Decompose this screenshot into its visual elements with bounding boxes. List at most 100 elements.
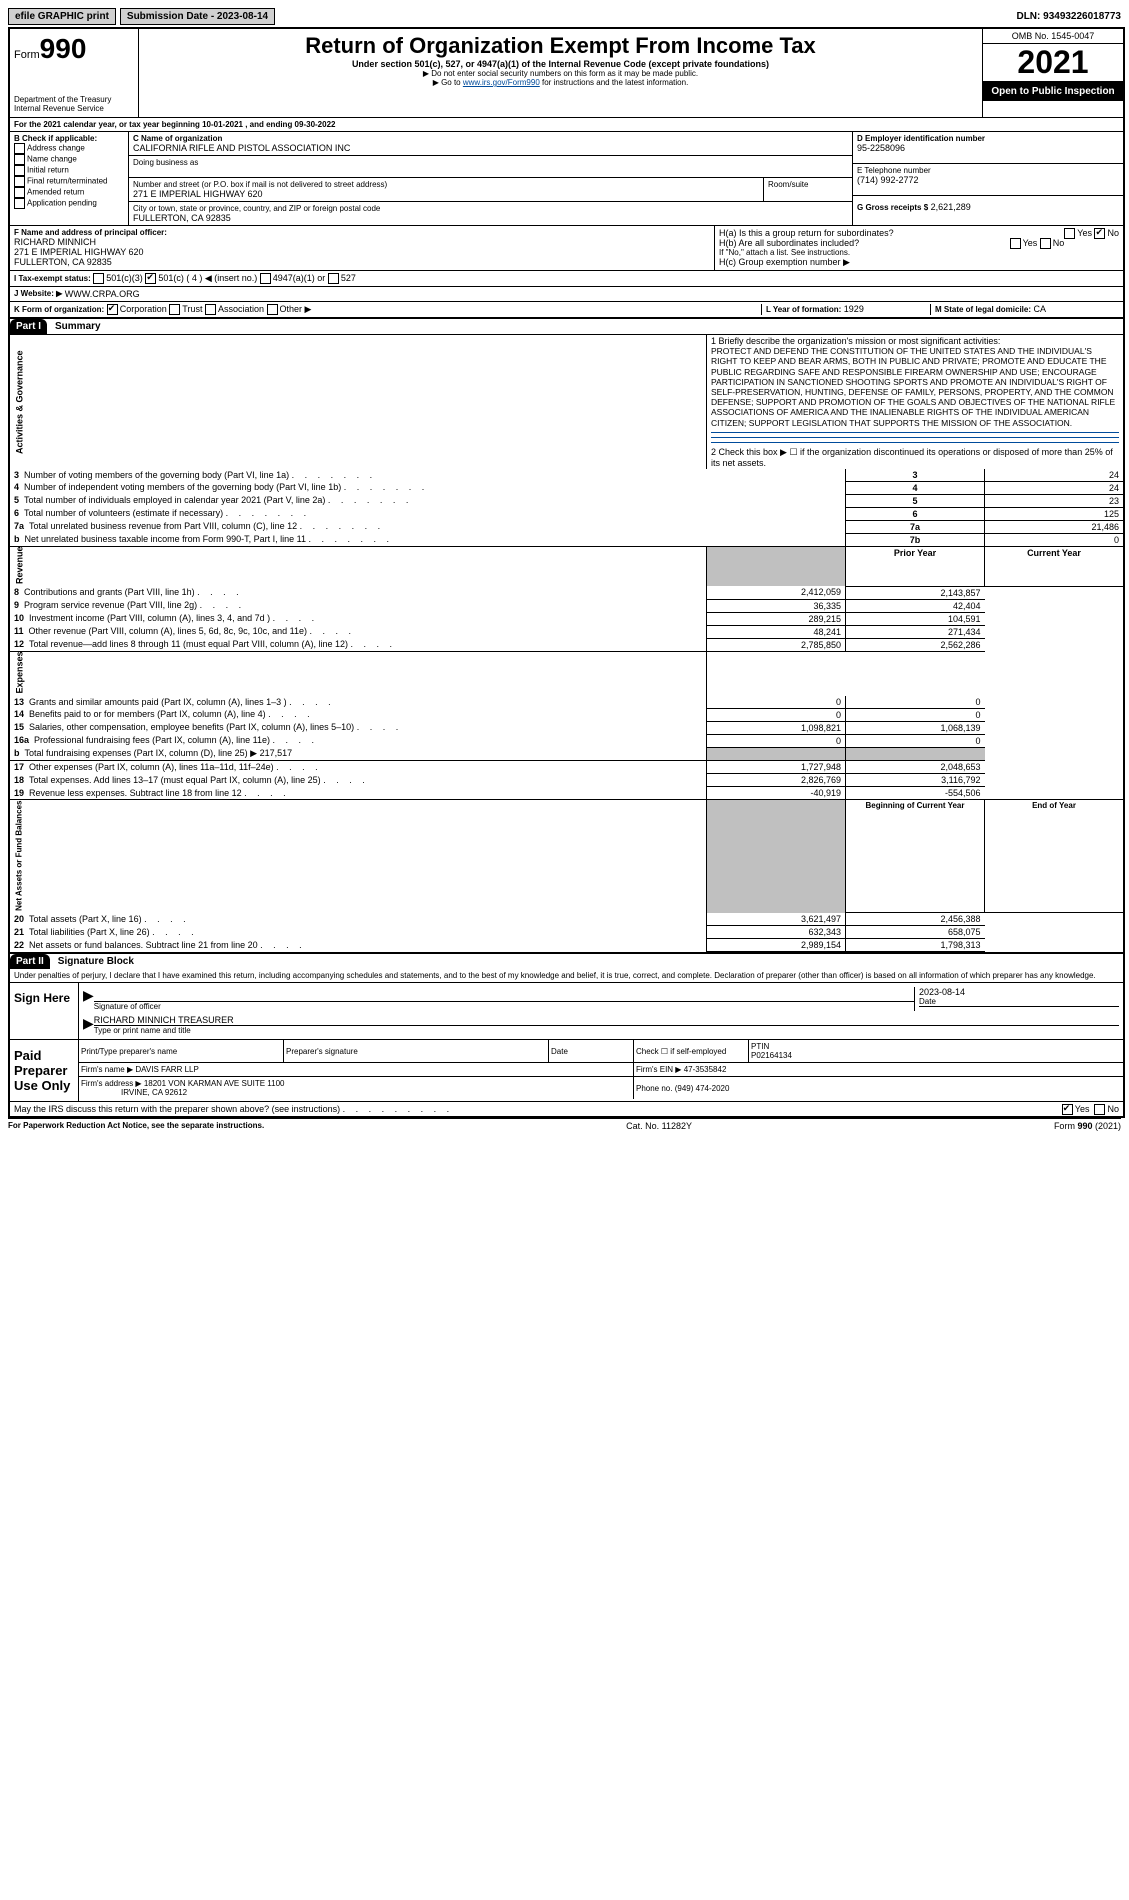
prior-year-header: Prior Year xyxy=(846,546,985,586)
ein-value: 95-2258096 xyxy=(857,143,1119,153)
part-ii-title: Signature Block xyxy=(50,956,134,967)
prior-year-value: 2,412,059 xyxy=(707,586,846,599)
prior-year-value: 1,098,821 xyxy=(707,721,846,734)
instructions-link[interactable]: www.irs.gov/Form990 xyxy=(463,78,540,87)
box-b-checkbox[interactable] xyxy=(14,165,25,176)
submission-date-badge: Submission Date - 2023-08-14 xyxy=(120,8,275,25)
line-k-form-org: K Form of organization: Corporation Trus… xyxy=(14,304,761,315)
current-year-header: Current Year xyxy=(985,546,1124,586)
assoc-checkbox[interactable] xyxy=(205,304,216,315)
current-year-value: 104,591 xyxy=(846,612,985,625)
part-i-header: Part I xyxy=(10,319,47,334)
arrow-icon: ▶ xyxy=(83,1015,94,1035)
discuss-label: May the IRS discuss this return with the… xyxy=(14,1104,340,1114)
summary-value: 24 xyxy=(985,469,1124,482)
prior-year-value: 36,335 xyxy=(707,599,846,612)
end-year-header: End of Year xyxy=(985,800,1124,913)
h-a-row: H(a) Is this a group return for subordin… xyxy=(719,228,1119,238)
vert-activities-governance: Activities & Governance xyxy=(10,335,707,469)
footer-left: For Paperwork Reduction Act Notice, see … xyxy=(8,1121,264,1131)
prior-year-value: -40,919 xyxy=(707,787,846,800)
current-year-value: 0 xyxy=(846,696,985,709)
h-b-row: H(b) Are all subordinates included? Yes … xyxy=(719,238,1119,248)
current-year-value: 2,048,653 xyxy=(846,761,985,774)
efile-badge: efile GRAPHIC print xyxy=(8,8,116,25)
city-label: City or town, state or province, country… xyxy=(133,204,848,213)
dba-label: Doing business as xyxy=(133,158,848,167)
summary-value: 0 xyxy=(985,533,1124,546)
ssn-warning: ▶ Do not enter social security numbers o… xyxy=(143,69,978,78)
h-b-yes-checkbox[interactable] xyxy=(1010,238,1021,249)
prior-year-value: 632,343 xyxy=(707,926,846,939)
box-b-checkbox[interactable] xyxy=(14,154,25,165)
officer-name: RICHARD MINNICH xyxy=(14,237,710,247)
prior-year-value: 3,621,497 xyxy=(707,913,846,926)
phone-label: E Telephone number xyxy=(857,166,1119,175)
summary-line-number: 3 xyxy=(846,469,985,482)
current-year-value: 658,075 xyxy=(846,926,985,939)
prior-year-value: 2,785,850 xyxy=(707,638,846,651)
line-i-tax-status: I Tax-exempt status: 501(c)(3) 501(c) ( … xyxy=(14,273,1119,284)
vert-revenue: Revenue xyxy=(10,546,707,586)
sig-date-label: Date xyxy=(919,997,1119,1007)
current-year-value: 3,116,792 xyxy=(846,774,985,787)
current-year-value: 2,562,286 xyxy=(846,638,985,651)
501c-checkbox[interactable] xyxy=(145,273,156,284)
summary-value: 21,486 xyxy=(985,520,1124,533)
summary-value: 23 xyxy=(985,494,1124,507)
summary-line-number: 7a xyxy=(846,520,985,533)
prior-year-value: 0 xyxy=(707,734,846,747)
org-name: CALIFORNIA RIFLE AND PISTOL ASSOCIATION … xyxy=(133,143,848,153)
current-year-value: 1,068,139 xyxy=(846,721,985,734)
state-domicile-label: M State of legal domicile: xyxy=(935,305,1031,314)
discuss-yes-checkbox[interactable] xyxy=(1062,1104,1073,1115)
4947-checkbox[interactable] xyxy=(260,273,271,284)
527-checkbox[interactable] xyxy=(328,273,339,284)
trust-checkbox[interactable] xyxy=(169,304,180,315)
h-a-yes-checkbox[interactable] xyxy=(1064,228,1075,239)
box-b-checkbox[interactable] xyxy=(14,143,25,154)
ein-label: D Employer identification number xyxy=(857,134,1119,143)
firm-name-label: Firm's name ▶ xyxy=(81,1065,133,1074)
firm-ein-label: Firm's EIN ▶ xyxy=(636,1065,681,1074)
firm-ein-value: 47-3535842 xyxy=(684,1065,727,1074)
h-b-note: If "No," attach a list. See instructions… xyxy=(719,248,1119,257)
current-year-value: 0 xyxy=(846,708,985,721)
officer-name-label: Type or print name and title xyxy=(94,1026,1119,1035)
officer-printed-name: RICHARD MINNICH TREASURER xyxy=(94,1015,1119,1026)
other-checkbox[interactable] xyxy=(267,304,278,315)
box-b-checkbox[interactable] xyxy=(14,198,25,209)
h-b-no-checkbox[interactable] xyxy=(1040,238,1051,249)
footer-mid: Cat. No. 11282Y xyxy=(626,1121,692,1131)
summary-value: 24 xyxy=(985,481,1124,494)
corp-checkbox[interactable] xyxy=(107,304,118,315)
state-domicile-value: CA xyxy=(1034,304,1047,314)
current-year-value: 2,143,857 xyxy=(846,586,985,599)
mission-text: PROTECT AND DEFEND THE CONSTITUTION OF T… xyxy=(711,346,1119,428)
box-b-checklist: B Check if applicable: Address changeNam… xyxy=(10,132,129,225)
501c3-checkbox[interactable] xyxy=(93,273,104,284)
prep-name-label: Print/Type preparer's name xyxy=(79,1040,284,1063)
firm-phone-value: (949) 474-2020 xyxy=(675,1084,730,1093)
prior-year-value: 289,215 xyxy=(707,612,846,625)
summary-line-number: 5 xyxy=(846,494,985,507)
prep-sig-label: Preparer's signature xyxy=(284,1040,549,1063)
prior-year-value: 1,727,948 xyxy=(707,761,846,774)
h-a-no-checkbox[interactable] xyxy=(1094,228,1105,239)
form-title: Return of Organization Exempt From Incom… xyxy=(143,33,978,59)
box-b-checkbox[interactable] xyxy=(14,176,25,187)
gross-receipts-label: G Gross receipts $ xyxy=(857,203,928,212)
officer-label: F Name and address of principal officer: xyxy=(14,228,710,237)
box-b-checkbox[interactable] xyxy=(14,187,25,198)
firm-addr2: IRVINE, CA 92612 xyxy=(121,1088,187,1097)
firm-addr-label: Firm's address ▶ xyxy=(81,1079,142,1088)
year-formation-value: 1929 xyxy=(844,304,864,314)
prep-date-label: Date xyxy=(549,1040,634,1063)
current-year-value: 271,434 xyxy=(846,625,985,638)
current-year-value: 2,456,388 xyxy=(846,913,985,926)
discuss-no-checkbox[interactable] xyxy=(1094,1104,1105,1115)
summary-line-number: 7b xyxy=(846,533,985,546)
h-c-row: H(c) Group exemption number ▶ xyxy=(719,257,1119,268)
sig-officer-label: Signature of officer xyxy=(94,1002,914,1011)
ptin-label: PTIN xyxy=(751,1042,769,1051)
